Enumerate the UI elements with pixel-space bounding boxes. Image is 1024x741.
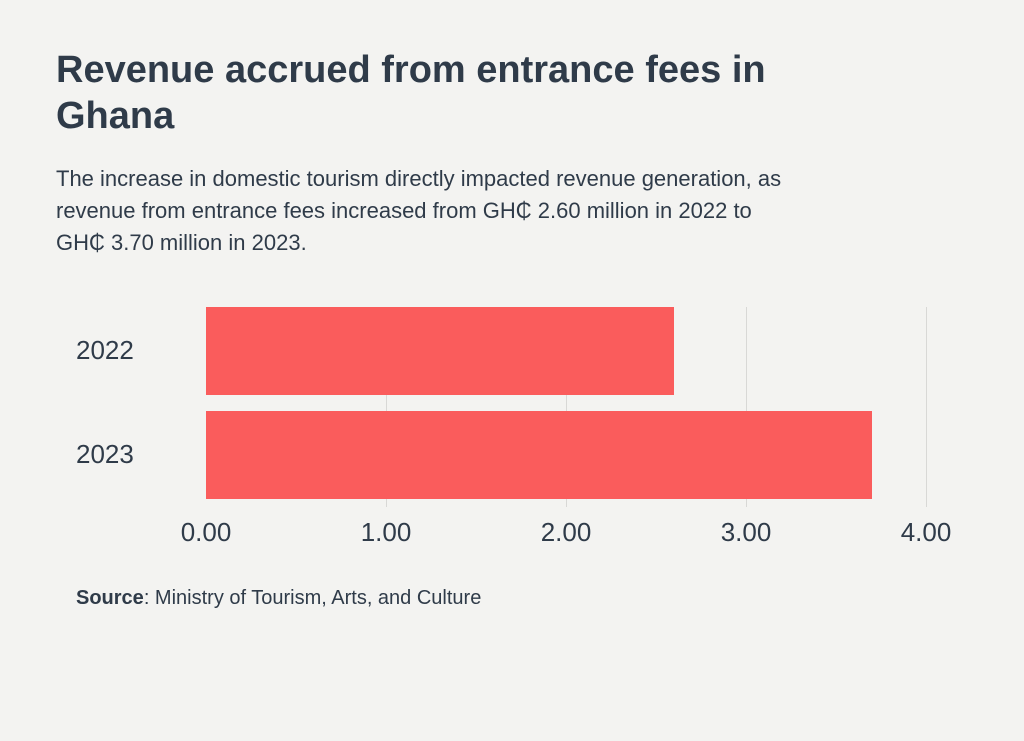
source-text: : Ministry of Tourism, Arts, and Culture (144, 587, 482, 609)
x-tick-label: 4.00 (901, 517, 952, 548)
bar-chart: 20222023 0.001.002.003.004.00 (76, 307, 956, 547)
chart-title: Revenue accrued from entrance fees in Gh… (56, 48, 816, 139)
bar (206, 411, 872, 499)
chart-subtitle: The increase in domestic tourism directl… (56, 163, 796, 259)
bar (206, 307, 674, 395)
x-tick-label: 2.00 (541, 517, 592, 548)
x-tick-label: 3.00 (721, 517, 772, 548)
source-line: Source: Ministry of Tourism, Arts, and C… (76, 587, 968, 610)
x-axis: 0.001.002.003.004.00 (206, 517, 926, 547)
plot-area: 20222023 (206, 307, 926, 507)
x-tick-label: 1.00 (361, 517, 412, 548)
chart-container: 20222023 0.001.002.003.004.00 (76, 307, 968, 547)
y-category-label: 2023 (76, 439, 186, 470)
y-category-label: 2022 (76, 335, 186, 366)
source-label: Source (76, 587, 144, 609)
x-tick-label: 0.00 (181, 517, 232, 548)
gridline (926, 307, 927, 507)
